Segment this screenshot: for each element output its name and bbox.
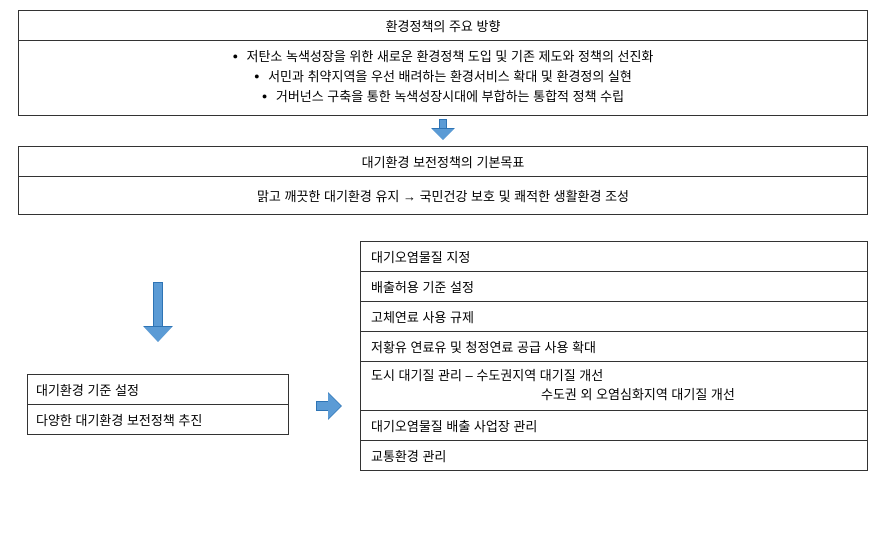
left-arrow-wrapper (144, 278, 172, 374)
left-column: 대기환경 기준 설정 다양한 대기환경 보전정책 추진 (18, 278, 298, 435)
policy-bullet: 서민과 취약지역을 우선 배려하는 환경서비스 확대 및 환경정의 실현 (19, 67, 867, 87)
measures-list-box: 대기오염물질 지정 배출허용 기준 설정 고체연료 사용 규제 저황유 연료유 … (360, 241, 868, 471)
measure-row: 고체연료 사용 규제 (361, 302, 867, 332)
measure-row: 배출허용 기준 설정 (361, 272, 867, 302)
arrow-down-wrapper (18, 116, 868, 146)
measure-line1: 도시 대기질 관리 – 수도권지역 대기질 개선 (371, 368, 603, 383)
policy-direction-title: 환경정책의 주요 방향 (19, 11, 867, 41)
lower-row: 대기환경 기준 설정 다양한 대기환경 보전정책 추진 대기오염물질 지정 배출… (18, 241, 868, 471)
arrow-right-wrapper (298, 293, 360, 419)
policy-bullet: 거버넌스 구축을 통한 녹색성장시대에 부합하는 통합적 정책 수립 (19, 87, 867, 107)
measure-row-multiline: 도시 대기질 관리 – 수도권지역 대기질 개선 수도권 외 오염심화지역 대기… (361, 362, 867, 411)
basic-goal-title: 대기환경 보전정책의 기본목표 (19, 147, 867, 177)
measure-row: 저황유 연료유 및 청정연료 공급 사용 확대 (361, 332, 867, 362)
measure-line2: 수도권 외 오염심화지역 대기질 개선 (371, 386, 735, 405)
standards-row: 대기환경 기준 설정 (28, 375, 288, 405)
basic-goal-content: 맑고 깨끗한 대기환경 유지 → 국민건강 보호 및 쾌적한 생활환경 조성 (19, 177, 867, 214)
measure-row: 교통환경 관리 (361, 441, 867, 470)
measure-row: 대기오염물질 지정 (361, 242, 867, 272)
standards-box: 대기환경 기준 설정 다양한 대기환경 보전정책 추진 (27, 374, 289, 435)
policy-direction-list: 저탄소 녹색성장을 위한 새로운 환경정책 도입 및 기존 제도와 정책의 선진… (19, 41, 867, 115)
basic-goal-box: 대기환경 보전정책의 기본목표 맑고 깨끗한 대기환경 유지 → 국민건강 보호… (18, 146, 868, 215)
standards-row: 다양한 대기환경 보전정책 추진 (28, 405, 288, 434)
policy-bullet: 저탄소 녹색성장을 위한 새로운 환경정책 도입 및 기존 제도와 정책의 선진… (19, 47, 867, 67)
arrow-down-icon (432, 119, 454, 141)
arrow-right-icon (316, 393, 342, 419)
policy-direction-box: 환경정책의 주요 방향 저탄소 녹색성장을 위한 새로운 환경정책 도입 및 기… (18, 10, 868, 116)
measure-row: 대기오염물질 배출 사업장 관리 (361, 411, 867, 441)
arrow-down-big-icon (144, 282, 172, 344)
